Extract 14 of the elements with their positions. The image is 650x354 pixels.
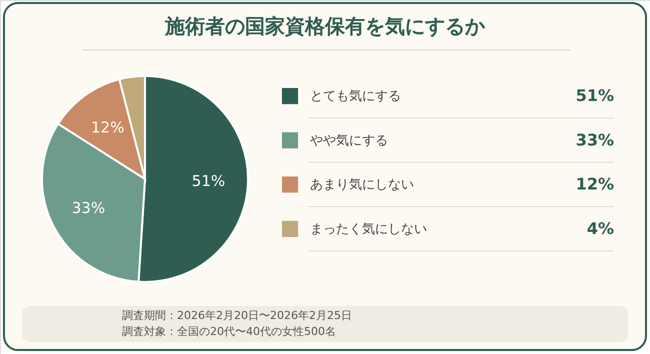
text: 12% <box>576 174 614 194</box>
legend-label: やや気にする <box>310 133 388 148</box>
legend-label: まったく気にしない <box>310 222 427 237</box>
data-label: 12% <box>91 118 124 137</box>
text: 33% <box>576 130 614 150</box>
text: 調査期間：2026年2月20日〜2026年2月25日 <box>122 309 352 322</box>
legend-label: あまり気にしない <box>310 178 414 193</box>
text: 51% <box>576 86 614 105</box>
legend-label: とても気にする <box>310 89 401 104</box>
chart-title: 施術者の国家資格保有を気にするか <box>164 14 486 38</box>
data-label: 33% <box>72 198 106 217</box>
data-label: 4% <box>586 218 614 238</box>
data-label: 51% <box>192 172 226 190</box>
text: 調査対象：全国の20代〜40代の女性500名 <box>122 325 336 338</box>
